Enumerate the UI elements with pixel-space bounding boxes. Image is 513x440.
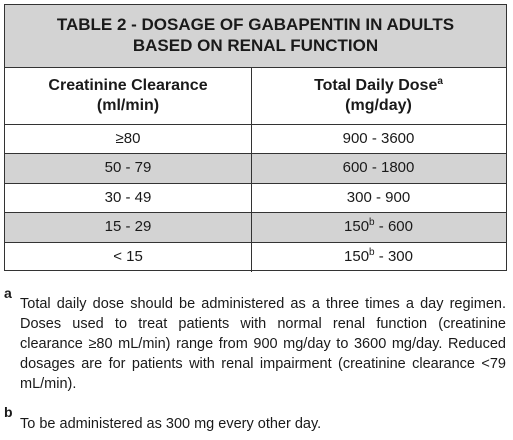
clearance-cell: < 15 (5, 242, 252, 272)
dose-cell: 900 - 3600 (342, 130, 415, 147)
header-total-daily-dose: Total Daily Dosea (mg/day) (252, 68, 505, 124)
dosage-table: TABLE 2 - DOSAGE OF GABAPENTIN IN ADULTS… (4, 4, 507, 272)
table-row: 30 - 49 300 - 900 (5, 183, 506, 214)
clearance-cell: 50 - 79 (5, 154, 252, 183)
clearance-cell: ≥80 (5, 125, 252, 154)
dose-footnote-marker: b (369, 217, 375, 229)
clearance-cell: 30 - 49 (5, 183, 252, 213)
header-creatinine-clearance: Creatinine Clearance (ml/min) (5, 68, 252, 124)
footnote-a-marker: a (4, 285, 12, 301)
dose-cell: 600 - 1800 (342, 159, 415, 177)
header-clearance-unit: (ml/min) (96, 97, 160, 114)
footnote-a-text: Total daily dose should be administered … (20, 296, 506, 392)
header-dose-footnote-marker: a (437, 76, 443, 87)
footnote-b-text: To be administered as 300 mg every other… (20, 416, 322, 432)
header-clearance-label: Creatinine Clearance (48, 77, 208, 94)
table-row: ≥80 900 - 3600 (5, 125, 506, 155)
table-title-line1: TABLE 2 - DOSAGE OF GABAPENTIN IN ADULTS (56, 15, 455, 34)
dose-footnote-marker: b (369, 246, 375, 258)
table-row: 50 - 79 600 - 1800 (5, 154, 506, 184)
table-row: < 15 150b - 300 (5, 242, 506, 272)
header-dose-unit: (mg/day) (345, 97, 412, 114)
dose-cell: 300 - 900 (346, 188, 411, 206)
clearance-cell: 15 - 29 (5, 213, 252, 242)
table-row: 15 - 29 150b - 600 (5, 213, 506, 243)
dose-cell: 150b - 300 (344, 246, 413, 265)
footnote-b-marker: b (4, 404, 13, 420)
table-title: TABLE 2 - DOSAGE OF GABAPENTIN IN ADULTS… (5, 5, 506, 68)
table-header-row: Creatinine Clearance (ml/min) Total Dail… (5, 68, 506, 125)
dose-cell: 150b - 600 (344, 217, 413, 236)
header-dose-label: Total Daily Dose (314, 77, 438, 94)
table-title-line2: BASED ON RENAL FUNCTION (132, 36, 379, 55)
